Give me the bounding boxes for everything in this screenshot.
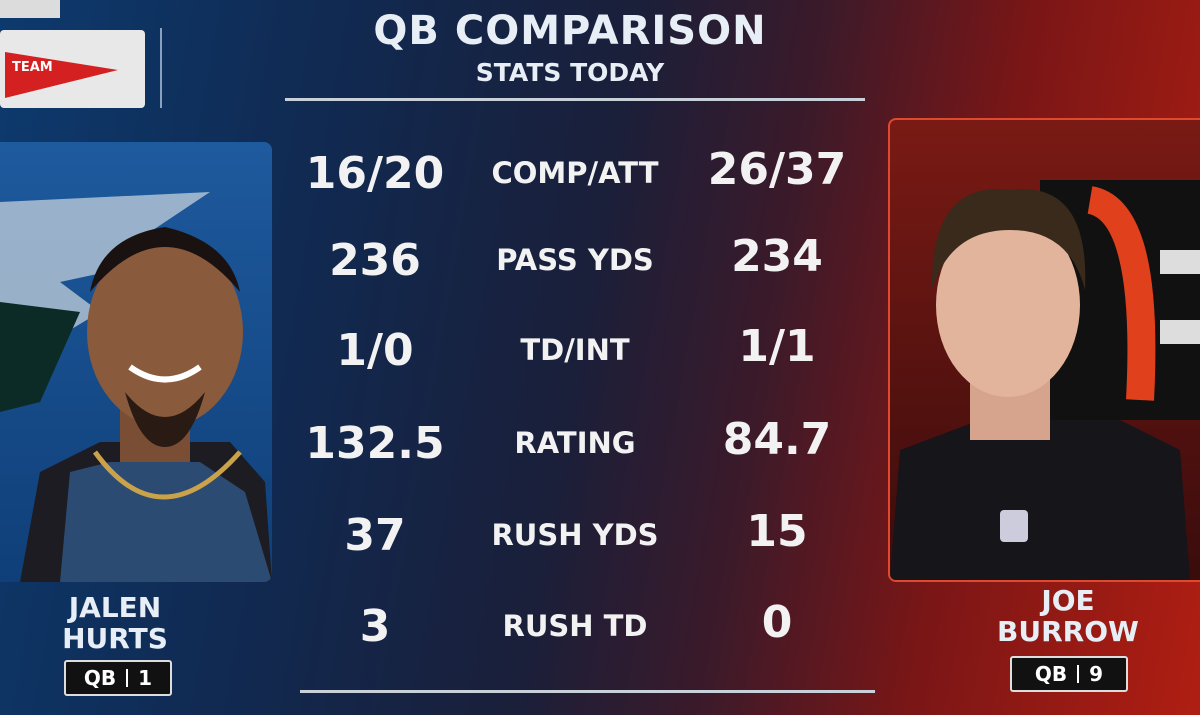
player-photo-left xyxy=(0,142,272,582)
divider xyxy=(160,28,162,108)
right-value: 0 xyxy=(761,597,793,648)
logo-text: TEAM xyxy=(12,60,53,75)
corner-tab xyxy=(0,0,60,18)
last-name: HURTS xyxy=(62,622,168,655)
photo-illustration xyxy=(890,180,1200,580)
left-value: 3 xyxy=(359,601,391,652)
stat-label: PASS YDS xyxy=(496,243,654,277)
bottom-rule xyxy=(300,690,875,693)
jersey-number: 1 xyxy=(138,666,153,690)
position: QB xyxy=(83,666,117,690)
badge-divider xyxy=(1077,665,1080,683)
stat-label: RATING xyxy=(514,426,636,460)
subtitle: STATS TODAY xyxy=(475,58,665,87)
stat-label: RUSH YDS xyxy=(491,518,659,552)
logo-pennant xyxy=(5,52,118,98)
title: QB COMPARISON xyxy=(373,8,767,54)
last-name: BURROW xyxy=(997,615,1139,648)
right-value: 84.7 xyxy=(722,414,832,465)
stat-label: TD/INT xyxy=(520,333,630,367)
left-value: 236 xyxy=(329,235,421,286)
position-badge-right: QB 9 xyxy=(1010,656,1128,692)
left-value: 1/0 xyxy=(336,325,414,376)
first-name: JOE xyxy=(1041,584,1095,617)
top-rule xyxy=(285,98,865,101)
left-value: 132.5 xyxy=(305,418,445,469)
jersey-number: 9 xyxy=(1089,662,1104,686)
left-value: 37 xyxy=(344,510,406,561)
position-badge-left: QB 1 xyxy=(64,660,172,696)
left-value: 16/20 xyxy=(305,148,445,199)
player-photo-right xyxy=(888,118,1200,582)
right-value: 234 xyxy=(731,231,823,282)
photo-illustration xyxy=(0,192,272,582)
badge-divider xyxy=(126,669,129,687)
network-logo: TEAM xyxy=(0,30,145,108)
right-value: 1/1 xyxy=(738,321,816,372)
position: QB xyxy=(1034,662,1068,686)
player-name-left: JALEN HURTS xyxy=(15,592,215,654)
first-name: JALEN xyxy=(68,591,162,624)
stat-label: COMP/ATT xyxy=(491,156,659,190)
right-value: 15 xyxy=(746,506,808,557)
player-name-right: JOE BURROW xyxy=(968,585,1168,647)
stat-label: RUSH TD xyxy=(502,609,648,643)
right-value: 26/37 xyxy=(707,144,847,195)
